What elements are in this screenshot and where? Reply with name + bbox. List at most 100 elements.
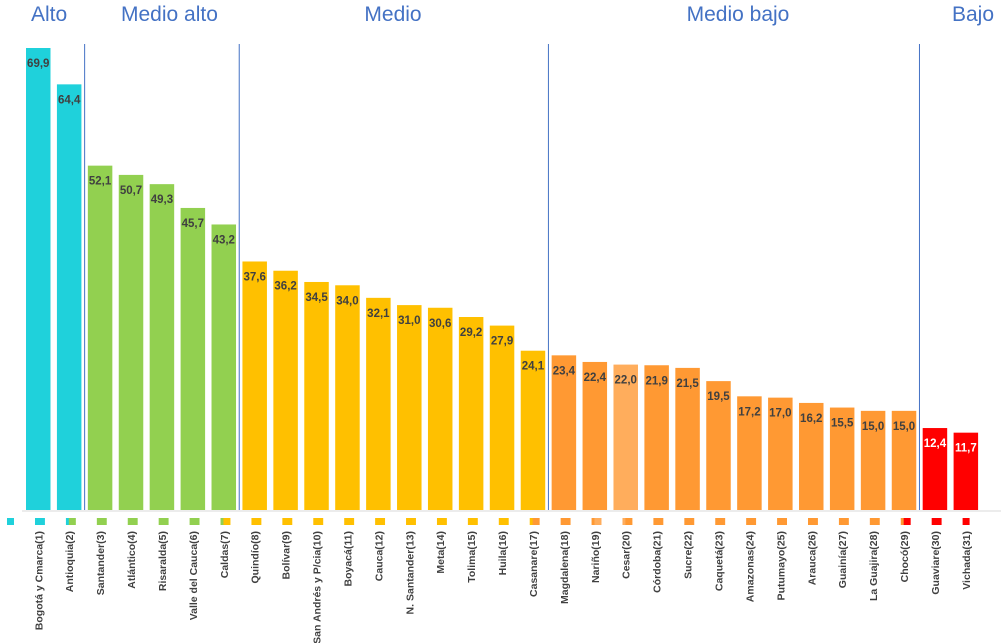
marker-atlantico-4 xyxy=(99,518,107,525)
bar-n-santander-13 xyxy=(397,305,422,510)
marker-vichada-31 xyxy=(934,518,942,525)
category-label-tolima-15: Tolima(15) xyxy=(466,531,478,583)
marker-cauca-12 xyxy=(347,518,355,525)
value-label-guaviare-30: 12,4 xyxy=(924,438,947,450)
marker-amazonas-24 xyxy=(718,518,726,525)
category-label-san-andres-y-p-cia-10: San Andrés y P/cia(10) xyxy=(312,531,324,643)
marker-arauca-26 xyxy=(780,518,787,525)
bar-vichada-31 xyxy=(953,432,979,510)
bar-la-guajira-28 xyxy=(860,410,886,510)
bar-cesar-20 xyxy=(613,364,638,510)
marker-b-vichada-31 xyxy=(962,518,970,525)
category-label-cesar-20: Cesar(20) xyxy=(621,531,633,579)
category-label-atlantico-4: Atlántico(4) xyxy=(126,531,138,589)
value-label-cesar-20: 22,0 xyxy=(615,375,637,387)
group-titles: Alto Medio alto Medio Medio bajo Bajo xyxy=(31,3,994,26)
category-label-santander-3: Santander(3) xyxy=(95,531,107,595)
marker-caldas-7 xyxy=(192,518,200,525)
bar-magdalena-18 xyxy=(551,355,577,510)
value-label-vichada-31: 11,7 xyxy=(955,443,977,455)
category-label-guainia-27: Guainía(27) xyxy=(837,531,849,588)
category-label-choco-29: Chocó(29) xyxy=(899,531,911,582)
category-label-bolivar-9: Bolívar(9) xyxy=(281,531,293,579)
value-label-casanare-17: 24,1 xyxy=(522,361,545,373)
value-label-putumayo-25: 17,0 xyxy=(769,408,791,420)
bar-huila-16 xyxy=(489,325,515,510)
bar-arauca-26 xyxy=(799,402,824,510)
marker-putumayo-25 xyxy=(749,518,757,525)
bar-antioquia-2 xyxy=(56,84,82,510)
marker-meta-14 xyxy=(408,518,416,525)
bar-putumayo-25 xyxy=(768,397,793,510)
value-label-amazonas-24: 17,2 xyxy=(738,406,760,418)
marker-guaviare-30 xyxy=(903,518,911,525)
category-label-putumayo-25: Putumayo(25) xyxy=(775,531,787,600)
marker-bolivar-9 xyxy=(254,518,262,525)
marker-la-guajira-28 xyxy=(841,518,849,525)
marker-caqueta-23 xyxy=(687,518,695,525)
value-label-meta-14: 30,6 xyxy=(429,318,451,330)
value-label-san-andres-y-p-cia-10: 34,5 xyxy=(305,292,328,304)
category-label-meta-14: Meta(14) xyxy=(435,531,447,574)
category-label-vichada-31: Vichada(31) xyxy=(961,531,973,590)
bars xyxy=(26,48,979,511)
marker-tolima-15 xyxy=(439,518,447,525)
bar-bolivar-9 xyxy=(273,270,298,510)
category-markers xyxy=(7,518,970,525)
marker-quindio-8 xyxy=(223,518,231,525)
value-label-guainia-27: 15,5 xyxy=(831,418,854,430)
value-label-bolivar-9: 36,2 xyxy=(274,281,296,293)
group-title-alto: Alto xyxy=(31,3,67,26)
bar-santander-3 xyxy=(87,165,113,510)
marker-boyaca-11 xyxy=(316,518,324,525)
category-label-guaviare-30: Guaviare(30) xyxy=(930,531,942,595)
value-label-cauca-12: 32,1 xyxy=(367,308,390,320)
bar-san-andres-y-p-cia-10 xyxy=(304,281,329,510)
value-labels: 69,9 64,4 52,1 50,7 49,3 45,7 43,2 37,6 36,2 34,5… xyxy=(27,58,977,455)
bar-guainia-27 xyxy=(829,407,855,510)
value-label-magdalena-18: 23,4 xyxy=(553,365,576,377)
bar-atlantico-4 xyxy=(118,174,144,510)
value-label-cordoba-21: 21,9 xyxy=(645,375,667,387)
bar-valle-del-cauca-6 xyxy=(180,207,206,511)
marker-risaralda-5 xyxy=(130,518,138,525)
marker-bogota-y-cmarca-1 xyxy=(7,518,14,525)
marker-choco-29 xyxy=(872,518,880,525)
category-label-sucre-22: Sucre(22) xyxy=(683,531,695,579)
bar-boyaca-11 xyxy=(335,285,360,510)
group-title-medio-alto: Medio alto xyxy=(121,3,218,26)
bar-casanare-17 xyxy=(520,350,546,510)
category-label-quindio-8: Quindío(8) xyxy=(250,531,262,584)
bar-tolima-15 xyxy=(458,317,484,510)
category-labels: Bogotá y Cmarca(1) Antioquia(2) Santander(… xyxy=(33,531,973,643)
category-label-caqueta-23: Caquetá(23) xyxy=(713,531,725,591)
value-label-sucre-22: 21,5 xyxy=(676,378,699,390)
marker-magdalena-18 xyxy=(532,518,540,525)
value-label-risaralda-5: 49,3 xyxy=(151,194,173,206)
bar-meta-14 xyxy=(427,307,453,510)
marker-narino-19 xyxy=(563,518,571,525)
bar-choco-29 xyxy=(891,410,917,510)
category-label-cordoba-21: Córdoba(21) xyxy=(652,531,664,593)
marker-huila-16 xyxy=(470,518,478,525)
value-label-n-santander-13: 31,0 xyxy=(398,315,420,327)
category-label-risaralda-5: Risaralda(5) xyxy=(157,531,169,591)
marker-santander-3 xyxy=(68,518,76,525)
value-label-caldas-7: 43,2 xyxy=(213,234,235,246)
value-label-huila-16: 27,9 xyxy=(491,336,513,348)
value-label-boyaca-11: 34,0 xyxy=(336,295,358,307)
category-label-boyaca-11: Boyacá(11) xyxy=(342,531,354,586)
bar-quindio-8 xyxy=(242,261,267,510)
value-label-antioquia-2: 64,4 xyxy=(58,94,81,106)
category-label-antioquia-2: Antioquia(2) xyxy=(64,531,76,592)
bar-amazonas-24 xyxy=(737,396,762,510)
marker-cesar-20 xyxy=(594,518,602,525)
marker-sucre-22 xyxy=(656,518,664,525)
bar-sucre-22 xyxy=(675,367,700,510)
marker-san-andres-y-p-cia-10 xyxy=(285,518,293,525)
group-title-bajo: Bajo xyxy=(952,3,994,26)
bar-cauca-12 xyxy=(366,297,391,510)
bar-guaviare-30 xyxy=(922,428,948,510)
value-label-la-guajira-28: 15,0 xyxy=(862,421,884,433)
category-label-bogota-y-cmarca-1: Bogotá y Cmarca(1) xyxy=(33,531,45,630)
